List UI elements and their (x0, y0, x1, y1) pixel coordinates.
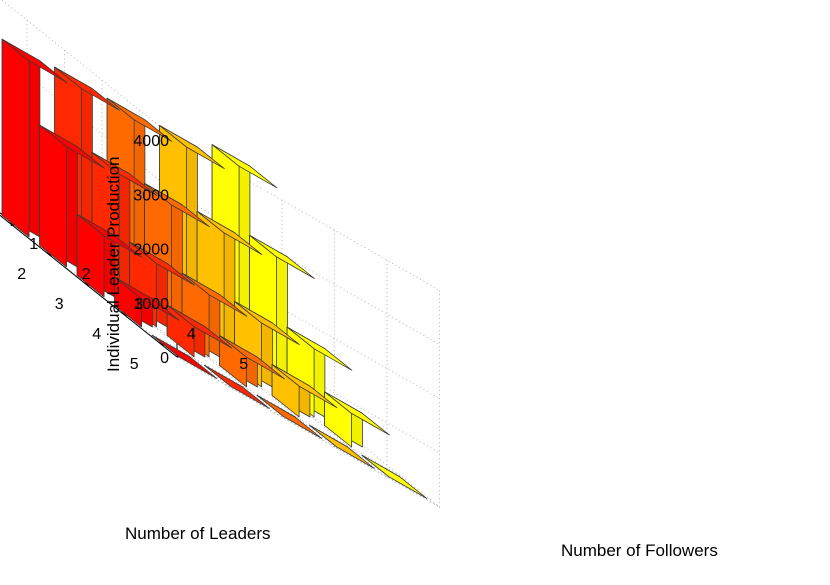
bar-face-top (166, 304, 233, 349)
bar (256, 394, 323, 439)
x-tick-label: 4 (187, 326, 196, 343)
bar-face-top (151, 334, 218, 379)
z-tick-label: 2000 (133, 242, 169, 259)
z-axis-label: Individual Leader Production (104, 157, 123, 372)
bar-face-top (76, 213, 143, 258)
bar (219, 335, 285, 388)
z-tick-label: 4000 (133, 133, 169, 150)
y-tick-mark (45, 251, 53, 256)
x-tick-label: 2 (82, 266, 91, 283)
bar-face-top (286, 326, 353, 371)
bar-face-top (324, 391, 390, 436)
z-tick-label: 0 (160, 350, 169, 367)
bar-face-top (219, 335, 285, 380)
bar-face-top (256, 394, 323, 439)
y-axis-label: Number of Leaders (125, 524, 271, 543)
bar-face-top (114, 276, 180, 321)
bar-face-top (54, 66, 120, 111)
bar (309, 424, 375, 469)
x-axis-label: Number of Followers (561, 541, 718, 560)
bar-face-top (159, 125, 225, 170)
bar (361, 454, 428, 499)
bar-face-top (234, 300, 300, 346)
y-tick-mark (157, 341, 165, 346)
y-tick-label: 5 (130, 356, 139, 373)
y-tick-mark (82, 281, 90, 286)
bar (1, 38, 68, 238)
bar-face-top (196, 210, 263, 255)
bar-face-top (249, 234, 315, 279)
bar-face-top (91, 151, 158, 197)
bar (114, 276, 180, 328)
y-tick-label: 2 (17, 266, 26, 283)
bar-face-top (144, 182, 210, 228)
y-tick-label: 4 (92, 326, 101, 343)
bar-face-side (39, 124, 67, 268)
x-tick-label: 3 (134, 296, 143, 313)
bar-face-top (309, 424, 375, 469)
bar-face-side (1, 38, 30, 238)
bar (76, 213, 143, 298)
bar (39, 124, 105, 268)
bar-face-top (39, 124, 105, 169)
bar-face-top (129, 241, 195, 286)
bar (151, 334, 218, 379)
labels: 010002000300040001234512345 (17, 133, 248, 373)
bar-face-top (211, 144, 278, 189)
bar-face-top (181, 272, 248, 317)
bars (1, 38, 428, 499)
x-tick-label: 1 (29, 236, 38, 253)
bar-face-top (361, 454, 428, 499)
bar-face-top (204, 364, 270, 409)
y-tick-mark (120, 311, 128, 316)
z-tick-label: 3000 (133, 187, 169, 204)
y-tick-mark (7, 221, 15, 226)
bar (204, 364, 270, 409)
bar-face-top (271, 364, 338, 409)
x-tick-label: 5 (239, 356, 248, 373)
bar-face-top (106, 97, 173, 142)
y-tick-label: 3 (55, 296, 64, 313)
bar-face-top (1, 38, 68, 83)
z-tick-label: 1000 (133, 296, 169, 313)
